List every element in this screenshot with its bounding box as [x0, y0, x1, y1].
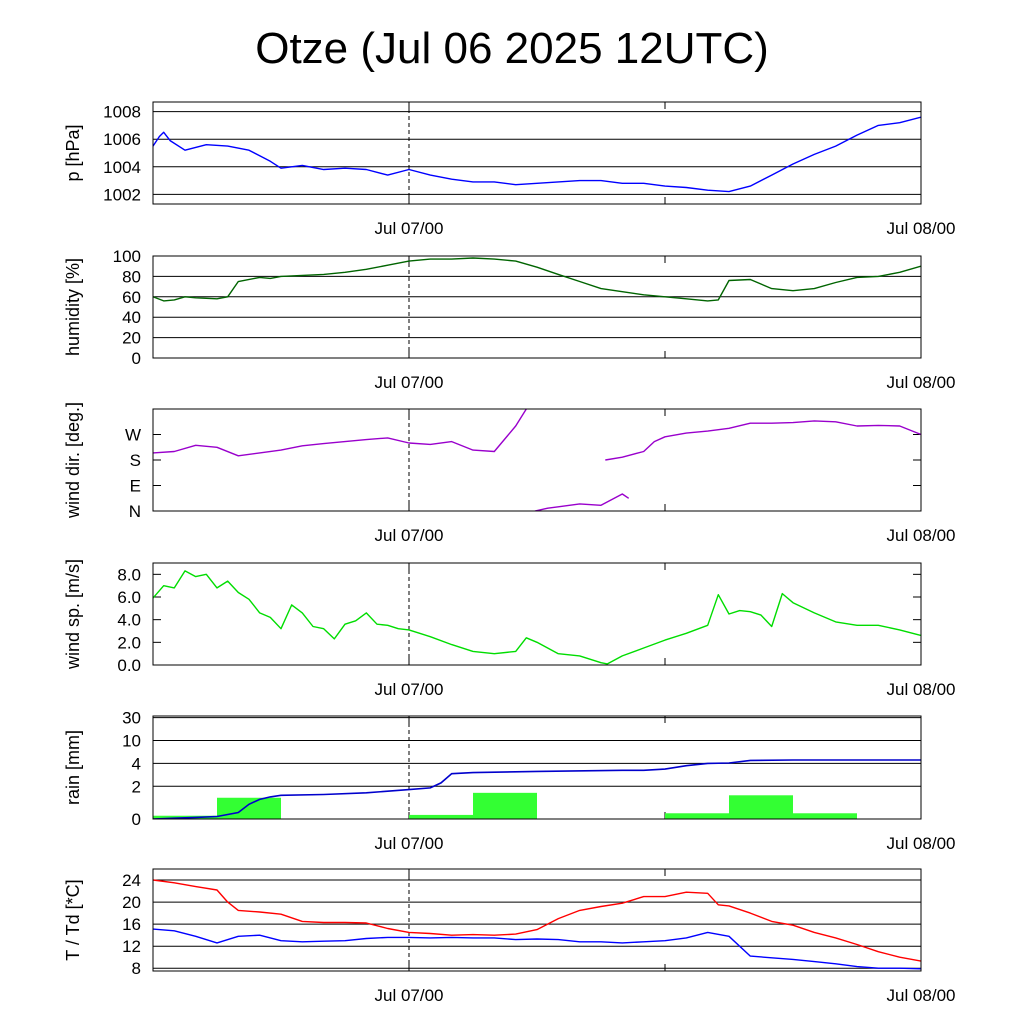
y-tick-label: W	[125, 426, 141, 445]
y-tick-label: 80	[122, 267, 141, 286]
y-axis-label: T / Td [*C]	[63, 879, 83, 960]
y-axis-label: humidity [%]	[63, 258, 83, 356]
y-tick-label: 2.0	[117, 633, 141, 652]
rain-bar	[793, 813, 857, 819]
y-tick-label: 30	[122, 709, 141, 728]
y-tick-label: 12	[122, 937, 141, 956]
y-tick-label: 8.0	[117, 565, 141, 584]
y-tick-label: 10	[122, 732, 141, 751]
y-axis-label: rain [mm]	[63, 730, 83, 805]
x-tick-label: Jul 08/00	[887, 219, 956, 238]
rain-bar	[729, 795, 793, 819]
pressure-series-line	[153, 116, 921, 193]
y-tick-label: 0	[132, 810, 141, 829]
y-tick-label: 8	[132, 959, 141, 978]
x-tick-label: Jul 07/00	[375, 680, 444, 699]
wind_direction-series-line	[534, 493, 630, 511]
y-tick-label: 20	[122, 329, 141, 348]
panel-frame	[152, 868, 922, 972]
wind_direction-series-line	[605, 420, 921, 461]
chart-title: Otze (Jul 06 2025 12UTC)	[255, 24, 769, 73]
y-tick-label: 16	[122, 915, 141, 934]
x-tick-label: Jul 08/00	[887, 680, 956, 699]
y-tick-label: 100	[113, 247, 141, 266]
panel-pressure: 1002 1004 1006 1008 p [hPa] Jul 07/00 Jul 08/0…	[63, 101, 956, 238]
x-tick-label: Jul 07/00	[375, 834, 444, 853]
x-tick-label: Jul 08/00	[887, 373, 956, 392]
y-tick-label: 6.0	[117, 588, 141, 607]
x-tick-label: Jul 07/00	[375, 219, 444, 238]
panel-frame	[152, 715, 922, 820]
x-tick-label: Jul 07/00	[375, 526, 444, 545]
rain-bar	[217, 797, 281, 819]
y-tick-label: 1008	[103, 103, 141, 122]
y-axis-label: wind dir. [deg.]	[63, 402, 83, 519]
y-axis-label: wind sp. [m/s]	[63, 559, 83, 670]
panel-frame	[152, 562, 922, 666]
y-tick-label: 1004	[103, 158, 141, 177]
y-tick-label: 40	[122, 308, 141, 327]
temperature-series-line	[153, 928, 921, 970]
panel-frame	[152, 408, 922, 512]
rain-bar	[473, 792, 537, 819]
y-tick-label: S	[130, 451, 141, 470]
y-tick-label: 0	[132, 349, 141, 368]
y-tick-label: E	[130, 477, 141, 496]
x-tick-label: Jul 08/00	[887, 986, 956, 1005]
wind_direction-series-line	[153, 409, 527, 457]
y-tick-label: 60	[122, 288, 141, 307]
x-tick-label: Jul 07/00	[375, 986, 444, 1005]
cumulative-rain-line	[153, 759, 921, 819]
temperature-series-line	[153, 879, 921, 962]
y-tick-label: 2	[132, 777, 141, 796]
wind_speed-series-line	[153, 570, 921, 665]
x-tick-label: Jul 08/00	[887, 526, 956, 545]
rain-bar	[409, 814, 473, 819]
y-tick-label: 24	[122, 871, 141, 890]
panel-rain: 0 2 4 10 30 rain [mm] Jul 07/00 Jul 08/00	[63, 709, 956, 853]
y-tick-label: 1002	[103, 185, 141, 204]
y-tick-label: 4.0	[117, 611, 141, 630]
y-tick-label: 0.0	[117, 656, 141, 675]
x-tick-label: Jul 07/00	[375, 373, 444, 392]
humidity-series-line	[153, 257, 921, 302]
y-tick-label: 4	[132, 754, 141, 773]
x-tick-label: Jul 08/00	[887, 834, 956, 853]
rain-bar	[665, 813, 729, 819]
panel-temperature: 8 12 16 20 24 T / Td [*C] Jul 07/00 Jul 08/00	[63, 868, 956, 1005]
y-tick-label: 20	[122, 893, 141, 912]
panel-frame	[152, 255, 922, 359]
y-tick-label: N	[129, 502, 141, 521]
panel-wind_speed: 0.0 2.0 4.0 6.0 8.0 wind sp. [m/s] Jul 07/00 Ju…	[63, 559, 956, 699]
panel-frame	[152, 101, 922, 205]
y-axis-label: p [hPa]	[63, 124, 83, 181]
y-tick-label: 1006	[103, 130, 141, 149]
